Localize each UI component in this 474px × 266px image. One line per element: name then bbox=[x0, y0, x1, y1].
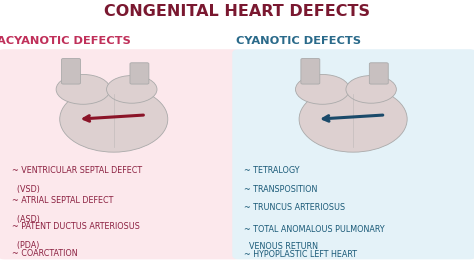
Text: ~ COARCTATION: ~ COARCTATION bbox=[12, 249, 77, 258]
FancyBboxPatch shape bbox=[232, 49, 474, 259]
Text: (VSD): (VSD) bbox=[12, 185, 40, 194]
Text: CONGENITAL HEART DEFECTS: CONGENITAL HEART DEFECTS bbox=[104, 4, 370, 19]
Text: ~ TRUNCUS ARTERIOSUS: ~ TRUNCUS ARTERIOSUS bbox=[244, 203, 345, 213]
Text: ~ HYPOPLASTIC LEFT HEART: ~ HYPOPLASTIC LEFT HEART bbox=[244, 250, 357, 259]
FancyBboxPatch shape bbox=[0, 49, 242, 259]
Text: VENOUS RETURN: VENOUS RETURN bbox=[244, 242, 318, 251]
Text: ~ TETRALOGY: ~ TETRALOGY bbox=[244, 166, 300, 175]
Text: ~ TOTAL ANOMALOUS PULMONARY: ~ TOTAL ANOMALOUS PULMONARY bbox=[244, 225, 385, 234]
Text: (ASD): (ASD) bbox=[12, 215, 40, 224]
Text: ~ ATRIAL SEPTAL DEFECT: ~ ATRIAL SEPTAL DEFECT bbox=[12, 196, 113, 205]
Text: ~ TRANSPOSITION: ~ TRANSPOSITION bbox=[244, 185, 318, 194]
Text: ACYANOTIC DEFECTS: ACYANOTIC DEFECTS bbox=[0, 36, 131, 46]
Text: (PDA): (PDA) bbox=[12, 241, 39, 250]
Text: CYANOTIC DEFECTS: CYANOTIC DEFECTS bbox=[236, 36, 361, 46]
Text: ~ VENTRICULAR SEPTAL DEFECT: ~ VENTRICULAR SEPTAL DEFECT bbox=[12, 166, 142, 175]
Text: ~ PATENT DUCTUS ARTERIOSUS: ~ PATENT DUCTUS ARTERIOSUS bbox=[12, 222, 140, 231]
